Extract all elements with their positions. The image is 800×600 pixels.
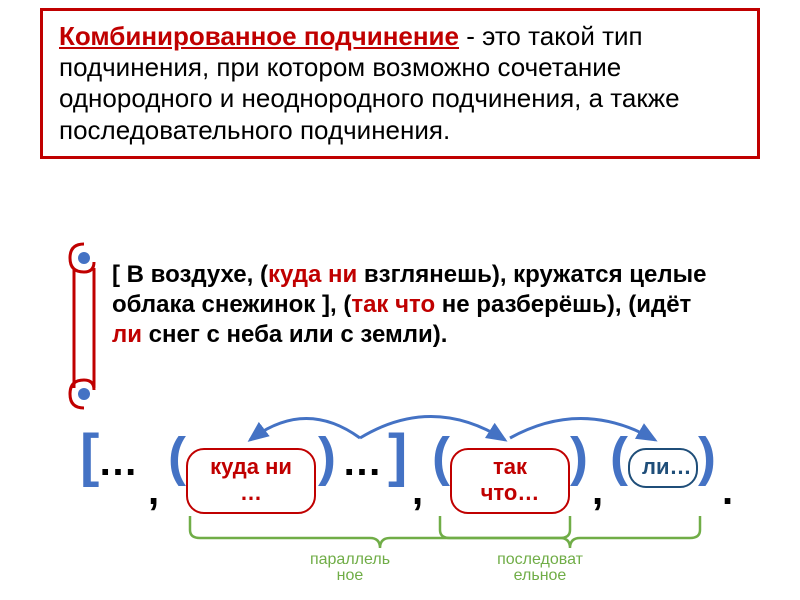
punctuation: .	[722, 469, 733, 514]
square-bracket: [	[80, 422, 99, 489]
example-text-fragment: ли	[112, 321, 149, 348]
punctuation: ,	[592, 469, 603, 514]
ellipsis: …	[98, 440, 138, 485]
underbrace-label: параллельное	[290, 552, 410, 584]
parenthesis: (	[610, 426, 628, 488]
conjunction-box: куда ни …	[186, 448, 316, 514]
example-text-fragment: куда ни	[268, 261, 364, 288]
conjunction-box: ли…	[628, 448, 698, 488]
parenthesis: )	[318, 426, 336, 488]
parenthesis: (	[432, 426, 450, 488]
scroll-ornament	[66, 238, 102, 413]
example-sentence: [ В воздухе, (куда ни взглянешь), кружат…	[100, 252, 720, 358]
example-text-fragment: снег с неба или с земли).	[149, 321, 448, 348]
example-text-fragment: [ В воздухе, (	[112, 261, 268, 288]
parenthesis: )	[698, 426, 716, 488]
parenthesis: )	[570, 426, 588, 488]
example-text-fragment: так что	[351, 291, 441, 318]
definition-title: Комбинированное подчинение	[59, 21, 459, 51]
underbrace	[190, 516, 570, 548]
punctuation: ,	[412, 469, 423, 514]
punctuation: ,	[148, 469, 159, 514]
underbrace-label: последовательное	[480, 552, 600, 584]
ellipsis: …	[342, 440, 382, 485]
structure-row: […,(куда ни …)…],(так что…),(ли…).	[40, 430, 760, 510]
parenthesis: (	[168, 426, 186, 488]
square-bracket: ]	[388, 422, 407, 489]
example-text-fragment: не разберёшь), (идёт	[442, 291, 692, 318]
conjunction-box: так что…	[450, 448, 570, 514]
definition-box: Комбинированное подчинение - это такой т…	[40, 8, 760, 159]
